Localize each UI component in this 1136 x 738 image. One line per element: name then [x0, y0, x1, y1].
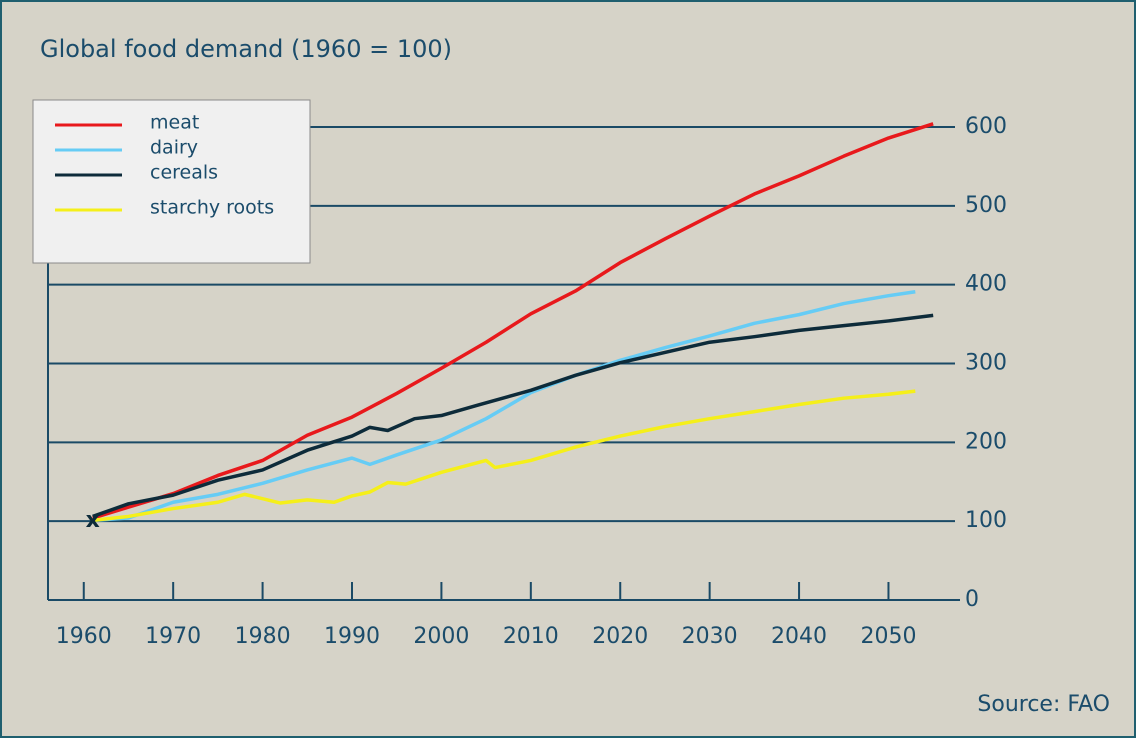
- line-series: [92, 290, 916, 523]
- y-tick-label: 200: [965, 429, 1007, 454]
- chart-title: Global food demand (1960 = 100): [40, 35, 452, 63]
- x-tick-label: 1980: [235, 624, 291, 649]
- x-tick-label: 2050: [860, 624, 916, 649]
- x-tick-label: 2020: [592, 624, 648, 649]
- x-tick-label: 2000: [413, 624, 469, 649]
- y-tick-label: 600: [965, 114, 1007, 139]
- legend-label: meat: [150, 112, 199, 134]
- x-tick-label: 1990: [324, 624, 380, 649]
- legend-box: [32, 99, 311, 264]
- annotation: x: [86, 508, 100, 533]
- legend-label: dairy: [150, 137, 198, 159]
- legend-label: starchy roots: [150, 197, 274, 219]
- x-tick-label: 1960: [56, 624, 112, 649]
- y-tick-label: 100: [965, 508, 1007, 533]
- legend: meat dairy cereals starchy roots: [32, 99, 311, 264]
- line-series: [92, 313, 934, 519]
- legend-label: cereals: [150, 162, 218, 184]
- line-series: [92, 122, 934, 520]
- x-tick-label: 2040: [771, 624, 827, 649]
- y-tick-label: 400: [965, 272, 1007, 297]
- x-tick-label: 2030: [682, 624, 738, 649]
- y-tick-label: 300: [965, 351, 1007, 376]
- y-tick-label: 500: [965, 193, 1007, 218]
- line-series: [92, 389, 916, 523]
- x-tick-label: 2010: [503, 624, 559, 649]
- source: Source: FAO: [977, 692, 1110, 717]
- x-tick-label: 1970: [145, 624, 201, 649]
- y-tick-label: 0: [965, 587, 979, 612]
